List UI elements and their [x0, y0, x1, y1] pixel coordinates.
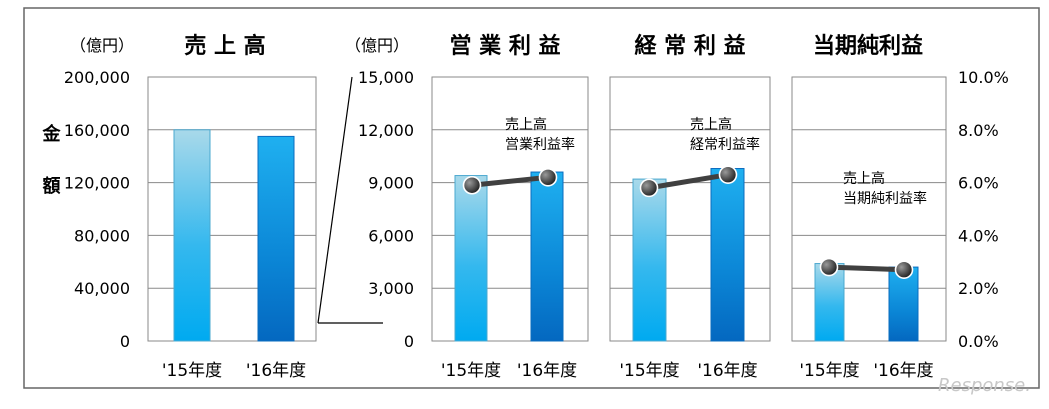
- operating-profit-ratio-line: [471, 174, 549, 188]
- net-profit-ratio-ytick-label: 6.0%: [958, 174, 999, 193]
- operating-profit-category-label: '15年度: [441, 361, 501, 381]
- net-profit-ratio-label-line2: 当期純利益率: [843, 190, 927, 207]
- net-profit-ratio-line: [828, 264, 905, 273]
- outer-frame: [23, 7, 1040, 389]
- net-title: 当期純利益: [813, 33, 923, 59]
- sales-bar: [173, 129, 211, 342]
- sales-ytick-label: 200,000: [64, 68, 130, 87]
- net-profit-ratio-ytick-label: 2.0%: [958, 279, 999, 298]
- ordinary-profit-ratio-point: [639, 178, 659, 198]
- operating-unit-label: （億円）: [345, 36, 409, 55]
- operating-profit-ratio-point: [538, 168, 558, 187]
- sales-ytick-label: 0: [120, 332, 130, 351]
- operating-profit-bar: [530, 171, 564, 342]
- operating-profit-ratio-label-line2: 営業利益率: [505, 136, 575, 153]
- sales-ytick-label: 120,000: [64, 174, 130, 193]
- plots-group: 0 40,000 80,000 120,000 160,000 200,000 '15年度 '…: [64, 68, 1009, 381]
- operating-profit-ytick-label: 0: [404, 332, 414, 351]
- sales-ytick-label: 40,000: [74, 279, 130, 298]
- ordinary-profit-bar: [710, 168, 745, 342]
- sales-unit-label: （億円）: [70, 36, 134, 55]
- ordinary-profit-category-label: '15年度: [619, 361, 679, 381]
- net-profit-category-label: '15年度: [799, 361, 859, 381]
- operating-profit-ytick-label: 6,000: [368, 226, 414, 245]
- sales-ytick-label: 160,000: [64, 121, 130, 140]
- ordinary-profit-ratio-label-line1: 売上高: [690, 116, 732, 133]
- y-axis-label: 金 額: [40, 123, 62, 208]
- operating-profit-ytick-label: 9,000: [368, 174, 414, 193]
- net-profit-ratio-point: [894, 260, 914, 280]
- operating-profit-ytick-label: 12,000: [358, 121, 414, 140]
- net-profit-bar: [814, 263, 845, 342]
- sales-title: 売 上 高: [184, 33, 265, 59]
- ordinary-profit-ratio-line: [648, 172, 729, 191]
- net-profit-ratio-ytick-label: 10.0%: [958, 68, 1009, 87]
- ordinary-profit-category-label: '16年度: [697, 361, 757, 381]
- watermark-text: Response.: [938, 375, 1031, 396]
- ordinary-profit-bar: [632, 178, 667, 342]
- sales-category-label: '16年度: [246, 361, 306, 381]
- sales-category-label: '15年度: [162, 361, 222, 381]
- operating-profit-ytick-label: 15,000: [358, 68, 414, 87]
- net-profit-category-label: '16年度: [873, 361, 933, 381]
- operating-profit-ratio-label-line1: 売上高: [505, 116, 547, 133]
- net-profit-ratio-ytick-label: 0.0%: [958, 332, 999, 351]
- net-profit-ratio-ytick-label: 8.0%: [958, 121, 999, 140]
- net-profit-ratio-ytick-label: 4.0%: [958, 226, 999, 245]
- operating-profit-bar: [454, 175, 488, 342]
- operating-title: 営 業 利 益: [450, 33, 561, 59]
- operating-profit-category-label: '16年度: [517, 361, 577, 381]
- net-profit-ratio-point: [819, 257, 839, 277]
- net-profit-ratio-label-line1: 売上高: [843, 170, 885, 187]
- ordinary-title: 経 常 利 益: [635, 33, 746, 59]
- zoom-connector-top: [317, 76, 353, 324]
- sales-bar: [257, 135, 295, 342]
- sales-ytick-label: 80,000: [74, 226, 130, 245]
- ordinary-profit-ratio-point: [718, 165, 738, 184]
- operating-profit-ytick-label: 3,000: [368, 279, 414, 298]
- ordinary-profit-ratio-label-line2: 経常利益率: [690, 136, 760, 153]
- operating-profit-ratio-point: [462, 175, 482, 195]
